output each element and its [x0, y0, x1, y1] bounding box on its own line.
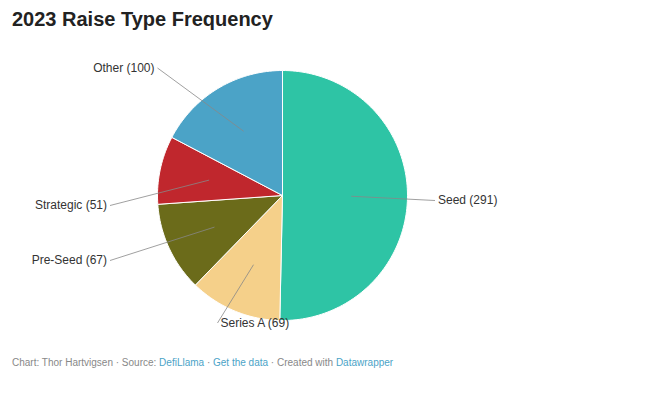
svg-text:Pre-Seed (67): Pre-Seed (67): [32, 253, 107, 267]
svg-text:Strategic (51): Strategic (51): [35, 198, 107, 212]
svg-text:Seed (291): Seed (291): [438, 193, 497, 207]
html-text:2023 Raise Type Frequency: 2023 Raise Type Frequency: [12, 8, 273, 30]
svg-text:Series A (69): Series A (69): [221, 316, 290, 330]
html-text:Chart: Thor Hartvigsen · Sourc: Chart: Thor Hartvigsen · Source: DefiLla…: [12, 357, 394, 368]
svg-text:Other (100): Other (100): [93, 61, 154, 75]
